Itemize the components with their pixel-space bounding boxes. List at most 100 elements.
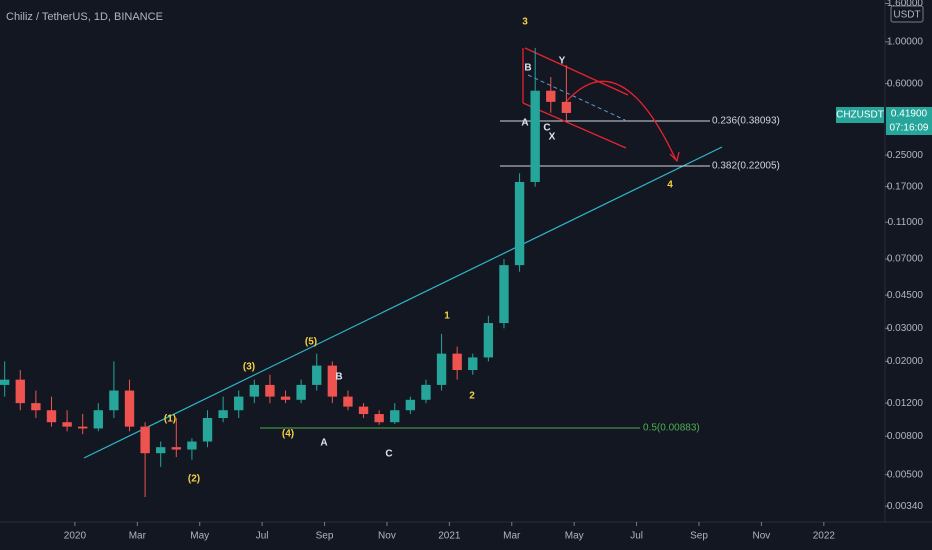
wave-label: 4 (667, 180, 673, 191)
candle-body (468, 357, 478, 371)
candle-body (358, 406, 369, 415)
candle-body (436, 353, 447, 385)
x-tick-label: May (190, 531, 209, 542)
candle-body (187, 441, 197, 450)
wave-label: A (320, 438, 327, 449)
candle-body (156, 447, 166, 454)
wave-label: B (335, 372, 342, 383)
x-tick-label: Nov (753, 531, 771, 542)
candle-body (31, 403, 41, 411)
candle-body (546, 90, 556, 102)
candle-body (93, 410, 103, 429)
candle-body (514, 181, 525, 266)
candle-body (327, 365, 338, 397)
wave-label: A (521, 118, 528, 129)
candle-body (62, 422, 72, 427)
candle-body (249, 384, 260, 397)
y-tick-label: 0.25000 (887, 150, 924, 161)
projection-arc (564, 80, 677, 161)
x-tick-label: May (565, 531, 584, 542)
candle-body (265, 384, 275, 397)
wave-label: C (385, 449, 392, 460)
price-tag (886, 107, 932, 135)
countdown: 07:16:09 (890, 123, 929, 134)
candle-body (405, 399, 416, 411)
candle-body (46, 410, 57, 423)
wave-label: X (549, 132, 556, 143)
x-tick-label: Mar (503, 531, 521, 542)
x-tick-label: 2022 (813, 531, 836, 542)
x-tick-label: Sep (316, 531, 334, 542)
candle-body (374, 414, 384, 423)
price-tag-text: 0.41900 (891, 109, 928, 120)
candle-body (171, 447, 181, 450)
candle-body (218, 410, 228, 419)
candle-body (15, 379, 25, 404)
candle-body (124, 390, 135, 427)
candle-body (499, 265, 509, 324)
x-tick-label: Jul (630, 531, 643, 542)
candle-body (530, 90, 540, 182)
fib-label: 0.382(0.22005) (712, 161, 780, 172)
y-tick-label: 1.00000 (887, 37, 924, 48)
wave-label: (2) (188, 474, 200, 485)
chart-title: Chiliz / TetherUS, 1D, BINANCE (6, 11, 163, 23)
candle-body (78, 426, 88, 429)
y-tick-label: 0.00500 (887, 469, 924, 480)
wave-label: (4) (282, 429, 294, 440)
candle-body (140, 426, 150, 454)
currency-box (890, 5, 924, 23)
wave-label: (3) (243, 362, 255, 373)
candle-body (452, 353, 462, 371)
x-tick-label: Mar (129, 531, 147, 542)
x-tick-label: Jul (256, 531, 269, 542)
y-tick-label: 0.07000 (887, 254, 924, 265)
candle-body (421, 384, 431, 400)
candle-body (0, 379, 10, 385)
fib-label: 0.5(0.00883) (643, 423, 700, 434)
y-tick-label: 0.01200 (887, 398, 924, 409)
arrow-head (669, 151, 680, 163)
candle-body (109, 390, 119, 411)
y-tick-label: 1.60000 (887, 0, 924, 9)
candle-body (343, 396, 353, 407)
wave-label: 2 (469, 391, 475, 402)
y-tick-label: 0.60000 (887, 78, 924, 89)
candle-body (561, 101, 572, 113)
wave-label: Y (559, 56, 566, 67)
candle-body (202, 418, 213, 442)
symbol-tag (836, 107, 884, 123)
x-tick-label: Nov (378, 531, 396, 542)
wave-label: (1) (164, 414, 176, 425)
candle-body (312, 365, 322, 385)
symbol-tag-text: CHZUSDT (836, 110, 884, 121)
candle-body (296, 384, 306, 400)
y-tick-label: 0.11000 (888, 217, 924, 228)
channel-line (522, 102, 627, 149)
currency: USDT (893, 10, 920, 21)
wave-label: B (524, 63, 531, 74)
channel-line (524, 47, 629, 96)
wave-label: (5) (305, 337, 317, 348)
y-tick-label: 0.03000 (887, 323, 924, 334)
y-tick-label: 0.00800 (887, 431, 924, 442)
wave-label: C (543, 123, 550, 134)
dashed-line (527, 74, 626, 121)
candle-body (280, 396, 291, 400)
x-tick-label: 2021 (438, 531, 461, 542)
y-tick-label: 0.00340 (887, 501, 924, 512)
y-tick-label: 0.04500 (887, 290, 924, 301)
x-tick-label: Sep (690, 531, 708, 542)
wave-label: 3 (522, 17, 528, 28)
trend-line (83, 146, 723, 459)
candle-body (483, 323, 494, 358)
wave-label: 1 (444, 311, 450, 322)
fib-label: 0.236(0.38093) (712, 116, 780, 127)
x-tick-label: 2020 (64, 531, 87, 542)
candle-body (234, 396, 244, 411)
candle-body (390, 410, 400, 423)
y-tick-label: 0.02000 (887, 356, 924, 367)
y-tick-label: 0.17000 (887, 181, 924, 192)
